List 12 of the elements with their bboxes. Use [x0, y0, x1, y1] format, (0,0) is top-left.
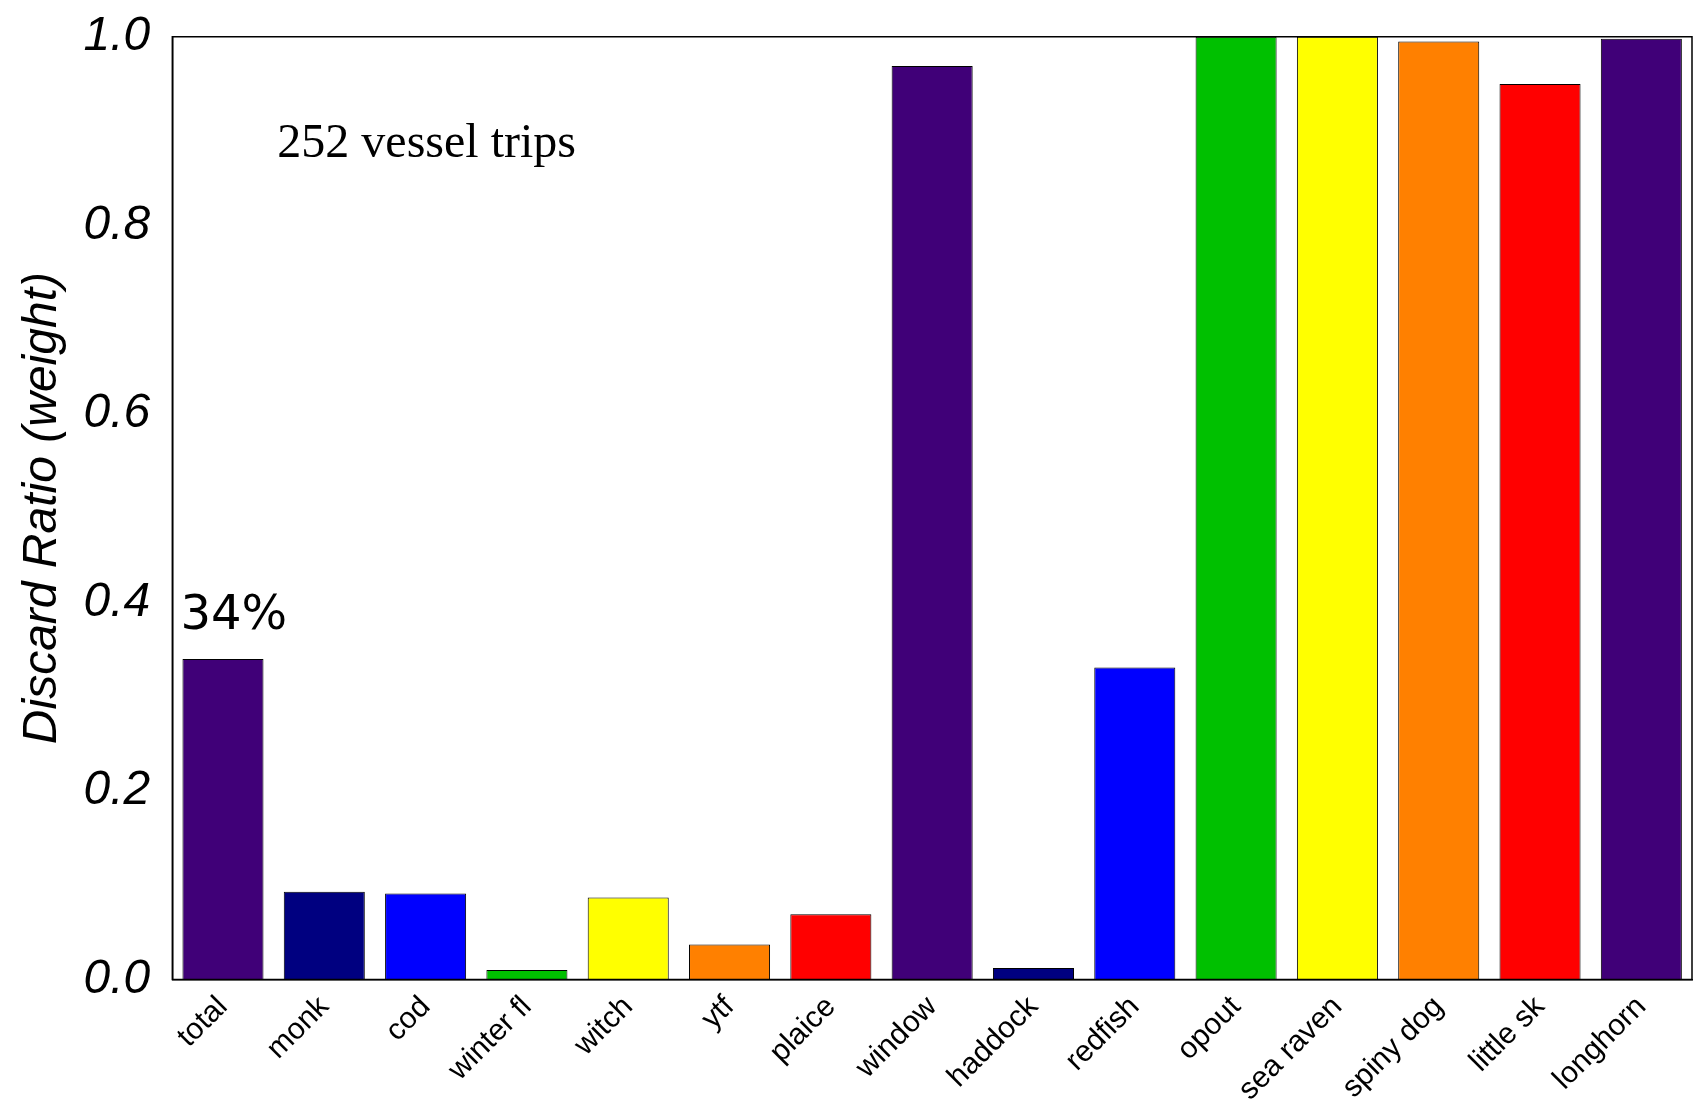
y-tick-label: 1.0	[83, 7, 151, 61]
x-tick-label: ytf	[693, 988, 741, 1035]
y-tick-label: 0.0	[83, 949, 151, 1003]
x-tick-label: little sk	[1461, 988, 1551, 1078]
annotation: 34%	[180, 584, 288, 641]
y-tick-label: 0.2	[83, 761, 151, 815]
y-axis-title: Discard Ratio (weight)	[13, 272, 67, 745]
y-tick-label: 0.6	[83, 384, 151, 438]
x-tick-label: cod	[378, 988, 436, 1047]
annotation: 252 vessel trips	[277, 114, 576, 168]
y-tick-label: 0.8	[83, 195, 151, 249]
y-tick-label: 0.4	[83, 572, 151, 626]
